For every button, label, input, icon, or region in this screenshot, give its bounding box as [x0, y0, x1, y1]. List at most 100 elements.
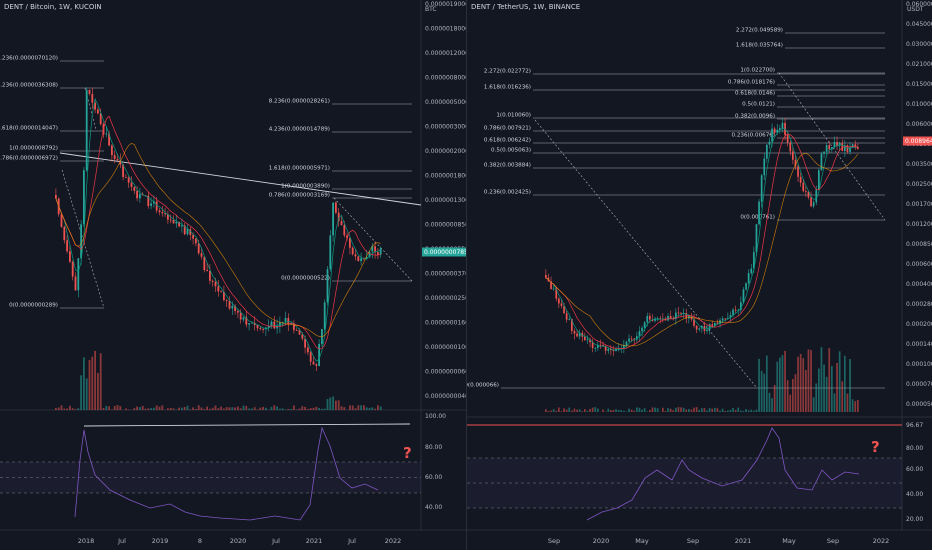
time-axis-label: Jul [271, 537, 280, 545]
price-axis-label: 0.000400 [906, 281, 932, 288]
candle-body [150, 203, 152, 206]
current-price-badge [422, 247, 466, 257]
time-axis-label: Sep [687, 537, 699, 545]
volume-bar [125, 408, 127, 410]
candle-body [71, 261, 74, 277]
left-chart-panel[interactable]: 0.0000019000 0.0000018000 0.0000012000 0.00… [0, 0, 466, 550]
volume-bar [581, 411, 584, 412]
volume-bar [147, 408, 150, 410]
volume-bar [113, 405, 116, 410]
candle-body [354, 254, 357, 257]
volume-bar [83, 357, 85, 410]
fib-level-label: 0.5(0.0121) [742, 102, 775, 108]
price-axis-label: 0.0000000850 [425, 222, 466, 229]
candle-body [825, 145, 828, 152]
candle-body [304, 338, 306, 348]
volume-bar [234, 407, 236, 410]
volume-bar [105, 405, 108, 410]
price-axis-label: 0.002500 [906, 181, 932, 188]
fib-level-label: 0(0.000761) [740, 215, 775, 221]
volume-bar [60, 405, 63, 410]
volume-bar [688, 409, 690, 412]
volume-bar [304, 406, 306, 410]
candle-body [267, 326, 270, 328]
volume-bar [337, 400, 340, 410]
candle-body [203, 256, 206, 270]
volume-bar [209, 408, 211, 410]
right-chart-canvas[interactable]: 0.060000 0.045000 0.030000 0.021000 0.015000… [467, 0, 932, 550]
volume-bar [231, 407, 234, 410]
volume-bar [584, 409, 586, 412]
volume-bar [776, 361, 779, 412]
price-axis-label: 0.006000 [906, 121, 932, 128]
volume-bar [737, 407, 740, 412]
candle-body [802, 182, 805, 192]
volume-bar [379, 406, 382, 410]
volume-bar [628, 408, 630, 412]
candle-body [153, 201, 155, 204]
candle-body [646, 315, 649, 323]
volume-bar [136, 406, 138, 410]
candle-body [186, 229, 189, 235]
candle-body [732, 309, 734, 315]
volume-bar [810, 350, 812, 412]
volume-bar [685, 409, 688, 412]
volume-bar [183, 406, 186, 410]
volume-bar [815, 383, 818, 412]
volume-bar [203, 409, 206, 410]
volume-bar [211, 407, 214, 410]
volume-bar [262, 406, 264, 410]
time-axis-label: May [782, 537, 796, 545]
candle-body [560, 303, 563, 306]
price-axis-label: 0.000280 [906, 301, 932, 308]
time-axis-label: 2021 [306, 537, 323, 545]
candle-body [706, 329, 708, 332]
right-chart-panel[interactable]: 0.060000 0.045000 0.030000 0.021000 0.015000… [466, 0, 932, 550]
volume-bar [555, 410, 558, 412]
volume-bar [646, 411, 649, 412]
volume-bar [197, 405, 200, 410]
candle-body [820, 153, 823, 171]
volume-bar [617, 410, 620, 412]
candle-body [708, 324, 711, 330]
fib-level-label: 0.236(0.00676) [731, 133, 775, 139]
trendline [59, 152, 422, 206]
volume-bar [251, 408, 253, 410]
candle-body [576, 333, 578, 337]
candle-body [209, 270, 211, 281]
candle-body [256, 325, 259, 329]
volume-bar [351, 405, 354, 410]
fib-level-label: 0.618(0.0146) [735, 91, 775, 97]
volume-bar [276, 406, 278, 410]
volume-bar [225, 407, 228, 410]
candle-body [147, 195, 150, 206]
candle-body [169, 219, 172, 221]
volume-bar [153, 407, 155, 410]
fib-level-label: 1.618(0.0000014047) [0, 126, 58, 132]
candle-body [239, 312, 242, 320]
volume-bar [784, 350, 786, 412]
volume-bar [242, 405, 245, 410]
fib-level-label: 1.618(0.016236) [484, 85, 531, 91]
volume-bar [589, 408, 591, 412]
candle-body [298, 330, 301, 335]
time-axis-label: Jul [347, 537, 356, 545]
candle-body [55, 195, 57, 199]
fib-level-label: 0(0.0000000522) [281, 276, 330, 282]
time-axis-label: 2018 [78, 537, 95, 545]
volume-bar [298, 408, 301, 410]
volume-bar [309, 408, 312, 410]
candle-body [113, 155, 116, 160]
price-axis-label: 0.0000018000 [425, 26, 466, 33]
candle-body [183, 225, 186, 235]
volume-bar [789, 394, 792, 412]
price-axis-label: 0.0000012000 [425, 50, 466, 57]
candle-body [276, 326, 278, 329]
left-chart-canvas[interactable]: 0.0000019000 0.0000018000 0.0000012000 0.00… [0, 0, 466, 550]
candle-body [675, 312, 677, 319]
fib-level-label: 0.786(0.0000006972) [0, 156, 58, 162]
volume-bar [55, 408, 57, 410]
candle-body [234, 305, 236, 312]
volume-bar [220, 406, 222, 410]
candle-body [612, 350, 615, 352]
